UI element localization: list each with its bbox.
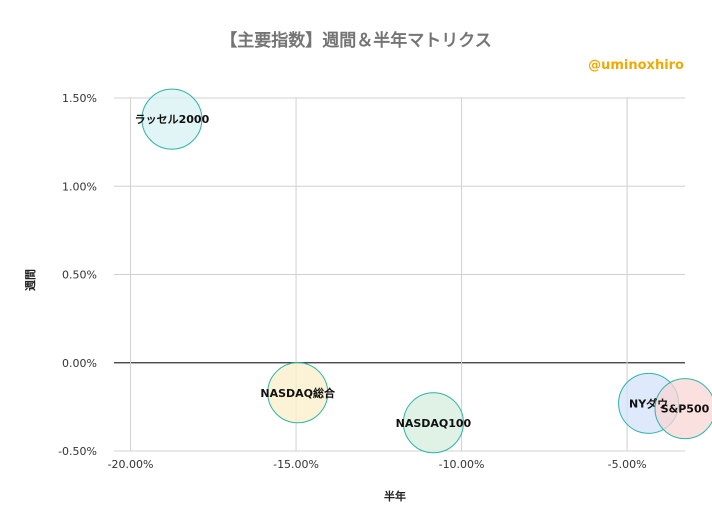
y-tick-label: 0.50% [62,269,97,282]
credit-label: @uminoxhiro [588,58,684,73]
x-tick-label: -5.00% [608,458,647,471]
bubble [267,362,329,424]
y-axis-label: 週間 [23,269,37,291]
y-tick-label: -0.50% [58,445,97,458]
tick-labels: -0.50% 0.00% 0.50% 1.00% 1.50% -20.00% -15.00%… [58,92,646,471]
x-tick-label: -10.00% [439,458,485,471]
bubble-label: NASDAQ100 [396,417,472,430]
x-tick-label: -20.00% [108,458,154,471]
bubble-label: NYダウ [629,396,668,410]
y-tick-label: 0.00% [62,357,97,370]
y-tick-label: 1.00% [62,180,97,193]
grid [114,97,685,452]
chart-title: 【主要指数】週間＆半年マトリクス [220,31,492,51]
bubble-label: NASDAQ総合 [260,386,336,400]
y-tick-label: 1.50% [62,92,97,105]
bubble [654,378,712,440]
bubble-label: S&P500 [661,403,710,416]
bubble [402,392,464,454]
x-axis-label: 半年 [384,489,406,503]
x-tick-label: -15.00% [273,458,319,471]
bubble-label: ラッセル2000 [135,113,210,126]
bubble [141,88,203,150]
